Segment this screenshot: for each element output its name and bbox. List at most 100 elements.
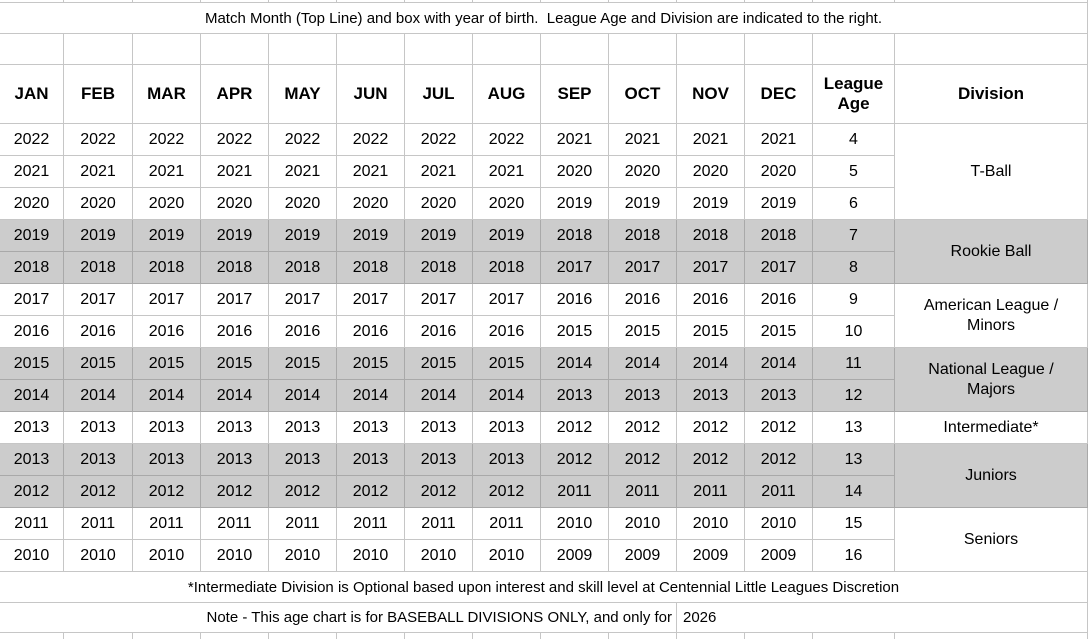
division-header: Division [895,65,1088,124]
year-cell: 2021 [201,156,269,188]
year-cell: 2022 [201,124,269,156]
year-cell: 2020 [133,188,201,220]
table-row: 2022 2022 2022 2022 2022 2022 2022 2022 2021 2021… [0,124,1088,220]
league-age-cell: 9 [813,284,895,316]
year-cell: 2014 [64,380,133,412]
note-year: 2026 [677,603,1088,633]
partial-row-top [0,0,1088,3]
table-row: 2010 2010 2010 2010 2010 2010 2010 2010 2009 2009… [0,540,1088,572]
year-cell: 2012 [677,412,745,444]
year-cell: 2010 [473,540,541,572]
year-cell: 2021 [405,156,473,188]
year-cell: 2010 [269,540,337,572]
footnote-row: *Intermediate Division is Optional based… [0,572,1088,603]
year-cell: 2014 [541,348,609,380]
month-header-jun: JUN [337,65,405,124]
year-cell: 2012 [677,444,745,476]
year-cell: 2018 [405,252,473,284]
year-cell: 2022 [269,124,337,156]
year-cell: 2010 [201,540,269,572]
year-cell: 2015 [64,348,133,380]
year-cell: 2019 [337,220,405,252]
year-cell: 2011 [269,508,337,540]
year-cell: 2011 [133,508,201,540]
league-age-cell: 5 [813,156,895,188]
table-row: 2012 2012 2012 2012 2012 2012 2012 2012 2011 2011… [0,476,1088,508]
year-cell: 2018 [133,252,201,284]
league-age-cell: 14 [813,476,895,508]
league-age-cell: 11 [813,348,895,380]
year-cell: 2016 [0,316,64,348]
year-cell: 2015 [677,316,745,348]
year-cell: 2011 [745,476,813,508]
year-cell: 2017 [269,284,337,316]
table-row: 2016 2016 2016 2016 2016 2016 2016 2016 2015 2015… [0,316,1088,348]
year-cell: 2014 [473,380,541,412]
year-cell: 2010 [677,508,745,540]
year-cell: 2010 [337,540,405,572]
year-cell: 2020 [473,188,541,220]
year-cell: 2013 [0,444,64,476]
year-cell: 2011 [337,508,405,540]
month-header-sep: SEP [541,65,609,124]
year-cell: 2021 [609,124,677,156]
year-cell: 2016 [405,316,473,348]
year-cell: 2011 [64,508,133,540]
year-cell: 2013 [0,412,64,444]
year-cell: 2018 [745,220,813,252]
year-cell: 2010 [745,508,813,540]
year-cell: 2012 [745,444,813,476]
year-cell: 2009 [541,540,609,572]
year-cell: 2016 [609,284,677,316]
year-cell: 2019 [541,188,609,220]
table-row: 2011 2011 2011 2011 2011 2011 2011 2011 2010 2010… [0,508,1088,572]
year-cell: 2012 [473,476,541,508]
year-cell: 2020 [609,156,677,188]
year-cell: 2017 [541,252,609,284]
year-cell: 2013 [269,412,337,444]
table-row: 2017 2017 2017 2017 2017 2017 2017 2017 2016 2016… [0,284,1088,348]
year-cell: 2016 [541,284,609,316]
year-cell: 2016 [745,284,813,316]
year-cell: 2019 [133,220,201,252]
year-cell: 2015 [473,348,541,380]
year-cell: 2020 [405,188,473,220]
year-cell: 2014 [201,380,269,412]
empty-row [0,34,1088,65]
year-cell: 2016 [269,316,337,348]
year-cell: 2022 [64,124,133,156]
year-cell: 2014 [677,348,745,380]
age-table-body: 2022 2022 2022 2022 2022 2022 2022 2022 2021 2021… [0,124,1088,572]
league-age-cell: 15 [813,508,895,540]
year-cell: 2021 [269,156,337,188]
year-cell: 2015 [0,348,64,380]
year-cell: 2022 [337,124,405,156]
year-cell: 2013 [745,380,813,412]
league-age-cell: 7 [813,220,895,252]
month-header-feb: FEB [64,65,133,124]
year-cell: 2021 [64,156,133,188]
year-cell: 2021 [0,156,64,188]
table-row: 2021 2021 2021 2021 2021 2021 2021 2021 2020 2020… [0,156,1088,188]
year-cell: 2014 [609,348,677,380]
year-cell: 2013 [473,412,541,444]
year-cell: 2020 [745,156,813,188]
year-cell: 2019 [201,220,269,252]
league-age-cell: 8 [813,252,895,284]
year-cell: 2013 [64,412,133,444]
year-cell: 2013 [405,412,473,444]
month-header-may: MAY [269,65,337,124]
year-cell: 2019 [269,220,337,252]
table-row: 2018 2018 2018 2018 2018 2018 2018 2018 2017 2017… [0,252,1088,284]
year-cell: 2016 [677,284,745,316]
year-cell: 2012 [0,476,64,508]
league-age-cell: 6 [813,188,895,220]
year-cell: 2017 [473,284,541,316]
year-cell: 2010 [133,540,201,572]
chart-title: Match Month (Top Line) and box with year… [0,3,1088,34]
year-cell: 2019 [405,220,473,252]
year-cell: 2015 [269,348,337,380]
table-row: 2020 2020 2020 2020 2020 2020 2020 2020 2019 2019… [0,188,1088,220]
year-cell: 2013 [133,444,201,476]
